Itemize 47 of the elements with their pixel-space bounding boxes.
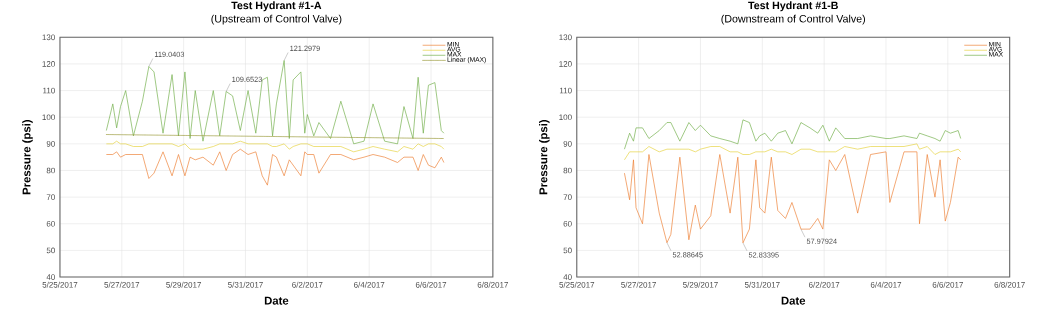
- chart-title: Test Hydrant #1-B: [748, 1, 838, 12]
- line-series: [106, 59, 445, 145]
- y-tick-label: 120: [559, 60, 572, 67]
- chart-subtitle: (Upstream of Control Valve): [211, 14, 342, 25]
- x-tick-label: 5/25/2017: [559, 281, 595, 288]
- x-tick-label: 6/4/2017: [354, 281, 385, 288]
- x-tick-label: 6/2/2017: [292, 281, 323, 288]
- y-tick-label: 40: [563, 274, 572, 280]
- y-tick-label: 90: [563, 140, 572, 147]
- y-tick-label: 60: [46, 220, 55, 227]
- y-tick-label: 80: [563, 167, 572, 174]
- x-tick-label: 5/29/2017: [166, 281, 202, 288]
- x-tick-label: 5/29/2017: [683, 281, 718, 288]
- y-tick-label: 100: [42, 114, 55, 120]
- chart-subtitle: (Downstream of Control Valve): [721, 14, 865, 25]
- y-tick-label: 130: [42, 34, 55, 40]
- y-tick-label: 50: [563, 247, 572, 254]
- y-tick-label: 130: [559, 34, 572, 40]
- x-tick-label: 5/31/2017: [228, 281, 263, 288]
- y-tick-label: 60: [563, 220, 572, 227]
- y-tick-label: 90: [46, 140, 55, 147]
- x-tick-label: 6/4/2017: [870, 281, 902, 288]
- x-tick-label: 6/2/2017: [808, 281, 840, 288]
- x-tick-label: 5/31/2017: [744, 281, 780, 288]
- x-tick-label: 5/27/2017: [104, 281, 140, 288]
- x-tick-label: 6/6/2017: [932, 281, 963, 288]
- x-axis-title: Date: [264, 296, 289, 305]
- x-tick-label: 5/27/2017: [621, 281, 656, 288]
- y-tick-label: 70: [46, 194, 55, 200]
- y-tick-label: 120: [42, 60, 55, 67]
- y-tick-label: 70: [563, 194, 572, 200]
- y-tick-label: 110: [559, 87, 572, 94]
- x-tick-label: 6/8/2017: [477, 281, 509, 288]
- y-axis-title: Pressure (psi): [539, 119, 550, 195]
- y-tick-label: 100: [559, 114, 572, 120]
- x-tick-label: 6/6/2017: [415, 281, 447, 288]
- line-series: [624, 119, 962, 150]
- y-axis-title: Pressure (psi): [22, 119, 33, 195]
- x-axis-title: Date: [781, 296, 806, 305]
- y-tick-label: 40: [46, 274, 55, 280]
- y-tick-label: 50: [46, 247, 55, 254]
- x-tick-label: 5/25/2017: [42, 281, 78, 288]
- x-tick-label: 6/8/2017: [994, 281, 1025, 288]
- chart-title: Test Hydrant #1-A: [231, 1, 322, 12]
- line-series: [624, 151, 962, 244]
- y-tick-label: 110: [43, 87, 55, 94]
- y-tick-label: 80: [46, 167, 55, 174]
